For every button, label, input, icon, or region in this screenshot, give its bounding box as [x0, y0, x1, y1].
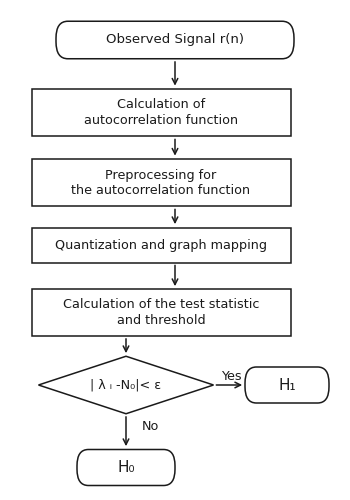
Polygon shape	[38, 356, 214, 414]
Text: Calculation of the test statistic
and threshold: Calculation of the test statistic and th…	[63, 298, 259, 326]
Bar	[32, 228, 290, 262]
Text: Calculation of
autocorrelation function: Calculation of autocorrelation function	[84, 98, 238, 126]
FancyBboxPatch shape	[56, 21, 294, 59]
Bar	[32, 89, 290, 136]
Text: H₁: H₁	[278, 378, 296, 392]
Text: Observed Signal r(n): Observed Signal r(n)	[106, 34, 244, 46]
Bar	[32, 159, 290, 206]
Text: | λ ᵢ -N₀|< ε: | λ ᵢ -N₀|< ε	[90, 378, 162, 392]
FancyBboxPatch shape	[245, 367, 329, 403]
Text: H₀: H₀	[117, 460, 135, 475]
FancyBboxPatch shape	[77, 450, 175, 486]
Bar	[32, 289, 290, 336]
Text: Preprocessing for
the autocorrelation function: Preprocessing for the autocorrelation fu…	[71, 168, 251, 196]
Text: Yes: Yes	[221, 370, 241, 382]
Text: Quantization and graph mapping: Quantization and graph mapping	[55, 238, 267, 252]
Text: No: No	[142, 420, 159, 432]
